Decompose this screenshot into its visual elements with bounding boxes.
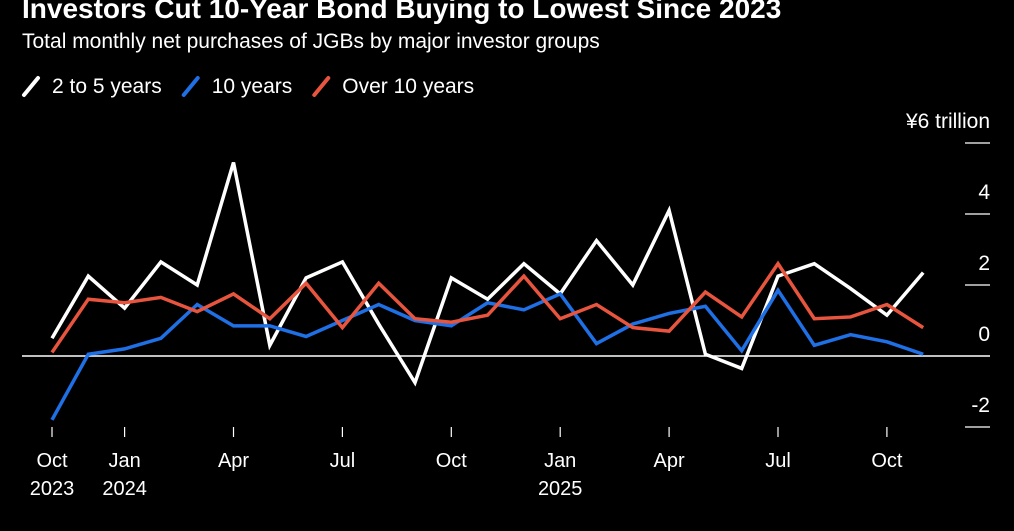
x-tick-label: Apr (653, 450, 685, 472)
x-tick-label: Jan 2025 (537, 450, 583, 500)
legend-swatch (22, 76, 40, 97)
legend-label: 10 years (212, 75, 293, 98)
x-tick-label: Jul (329, 450, 356, 472)
x-tick-label: Oct (435, 450, 467, 472)
y-tick-label: -2 (971, 394, 990, 417)
y-tick-label: 0 (978, 323, 990, 346)
y-tick-label: 2 (978, 252, 990, 275)
series-line (50, 162, 925, 387)
legend-swatch (312, 76, 331, 97)
x-tick-label: Oct 2023 (29, 450, 75, 500)
series-line (50, 260, 925, 354)
series-line (50, 287, 924, 421)
chart-title: Investors Cut 10-Year Bond Buying to Low… (22, 0, 781, 24)
chart-subtitle: Total monthly net purchases of JGBs by m… (22, 30, 600, 53)
x-tick-label: Oct (871, 450, 903, 472)
legend-label: Over 10 years (342, 75, 474, 98)
legend-label: 2 to 5 years (52, 75, 162, 98)
x-tick-label: Jul (765, 450, 791, 472)
y-tick-label: ¥6 trillion (905, 110, 990, 133)
x-tick-label: Jan 2024 (102, 450, 147, 500)
y-tick-label: 4 (978, 181, 990, 204)
legend-swatch (181, 76, 200, 97)
x-tick-label: Apr (217, 450, 250, 472)
